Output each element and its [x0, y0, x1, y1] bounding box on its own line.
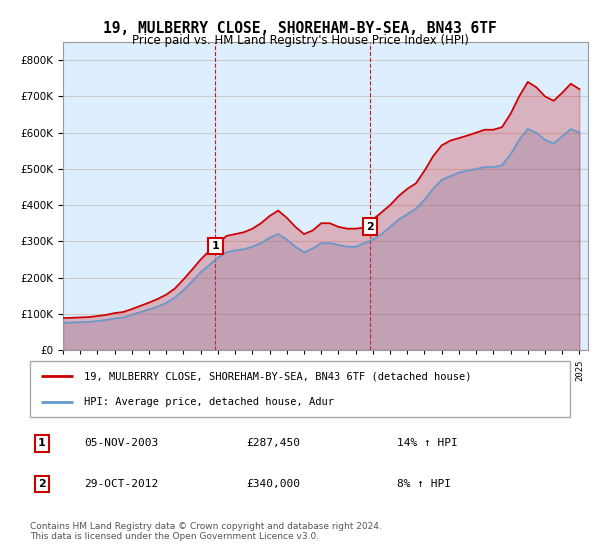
- Text: 19, MULBERRY CLOSE, SHOREHAM-BY-SEA, BN43 6TF: 19, MULBERRY CLOSE, SHOREHAM-BY-SEA, BN4…: [103, 21, 497, 36]
- Text: 1: 1: [38, 438, 46, 449]
- Text: 8% ↑ HPI: 8% ↑ HPI: [397, 479, 451, 489]
- Text: 19, MULBERRY CLOSE, SHOREHAM-BY-SEA, BN43 6TF (detached house): 19, MULBERRY CLOSE, SHOREHAM-BY-SEA, BN4…: [84, 371, 472, 381]
- Text: 2: 2: [38, 479, 46, 489]
- Text: 14% ↑ HPI: 14% ↑ HPI: [397, 438, 458, 449]
- Text: 05-NOV-2003: 05-NOV-2003: [84, 438, 158, 449]
- Text: 2: 2: [366, 222, 374, 232]
- FancyBboxPatch shape: [30, 361, 570, 417]
- Text: 1: 1: [211, 241, 219, 251]
- Text: 29-OCT-2012: 29-OCT-2012: [84, 479, 158, 489]
- Text: Contains HM Land Registry data © Crown copyright and database right 2024.
This d: Contains HM Land Registry data © Crown c…: [30, 522, 382, 542]
- Text: HPI: Average price, detached house, Adur: HPI: Average price, detached house, Adur: [84, 397, 334, 407]
- Text: £340,000: £340,000: [246, 479, 300, 489]
- Text: £287,450: £287,450: [246, 438, 300, 449]
- Text: Price paid vs. HM Land Registry's House Price Index (HPI): Price paid vs. HM Land Registry's House …: [131, 34, 469, 46]
